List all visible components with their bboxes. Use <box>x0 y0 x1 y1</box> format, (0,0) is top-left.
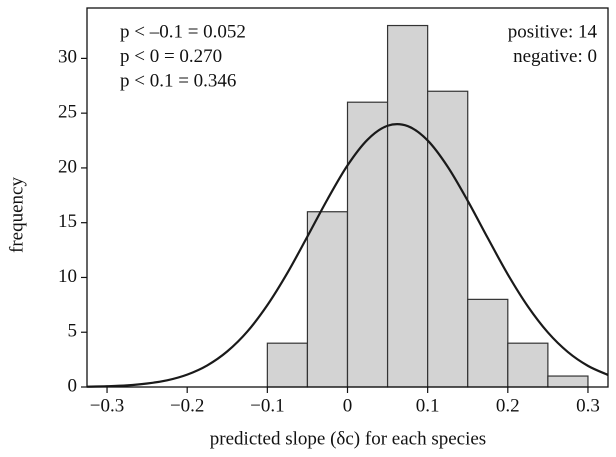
y-tick-label: 25 <box>58 102 77 123</box>
annotation: p < 0.1 = 0.346 <box>120 70 236 91</box>
x-tick-label: 0.2 <box>496 395 520 416</box>
y-tick-label: 10 <box>58 266 77 287</box>
y-tick-label: 20 <box>58 156 77 177</box>
x-tick-label: −0.2 <box>170 395 204 416</box>
annotation: p < –0.1 = 0.052 <box>120 21 246 42</box>
x-tick-label: 0 <box>343 395 353 416</box>
y-tick-label: 30 <box>58 47 77 68</box>
bar <box>467 298 509 388</box>
x-tick-label: −0.1 <box>250 395 284 416</box>
y-tick-label: 5 <box>68 321 78 342</box>
y-tick-label: 0 <box>68 375 78 396</box>
x-tick-label: −0.3 <box>90 395 124 416</box>
bar <box>346 101 389 388</box>
bar <box>507 342 549 388</box>
bar <box>306 211 349 388</box>
bar <box>427 90 469 388</box>
annotation: negative: 0 <box>513 46 597 67</box>
y-tick-label: 15 <box>58 211 77 232</box>
y-axis-label: frequency <box>6 177 27 253</box>
fit-curve <box>86 123 609 388</box>
bar <box>266 342 309 388</box>
x-axis-label: predicted slope (δc) for each species <box>210 428 486 449</box>
bar <box>386 24 429 388</box>
x-tick-label: 0.1 <box>416 395 440 416</box>
bar <box>547 375 589 388</box>
annotation: p < 0 = 0.270 <box>120 46 222 67</box>
annotation: positive: 14 <box>508 21 598 42</box>
x-tick-label: 0.3 <box>576 395 600 416</box>
